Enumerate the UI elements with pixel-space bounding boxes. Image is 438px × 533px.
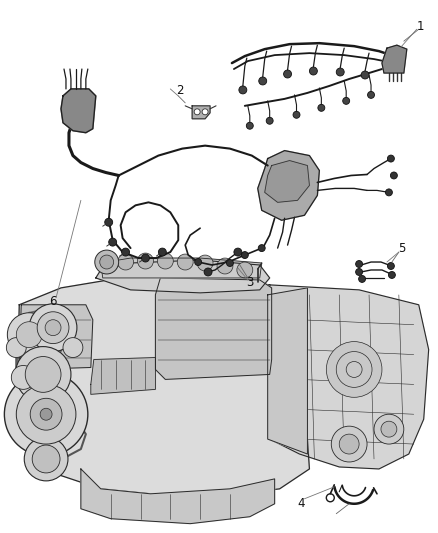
Polygon shape <box>265 160 309 203</box>
Circle shape <box>25 357 61 392</box>
Circle shape <box>361 71 369 79</box>
Polygon shape <box>268 285 429 469</box>
Circle shape <box>388 263 394 270</box>
Circle shape <box>194 259 201 265</box>
Circle shape <box>100 255 114 269</box>
Circle shape <box>385 189 392 196</box>
Circle shape <box>246 122 253 129</box>
Circle shape <box>239 86 247 94</box>
Circle shape <box>331 426 367 462</box>
Circle shape <box>359 276 366 282</box>
Circle shape <box>226 260 233 266</box>
Circle shape <box>30 398 62 430</box>
Polygon shape <box>101 258 262 278</box>
Polygon shape <box>155 278 272 379</box>
Circle shape <box>16 322 42 348</box>
Circle shape <box>98 257 114 273</box>
Circle shape <box>11 366 35 389</box>
Circle shape <box>105 218 113 226</box>
Circle shape <box>194 109 200 115</box>
Circle shape <box>241 252 248 259</box>
Circle shape <box>339 434 359 454</box>
Polygon shape <box>192 106 210 119</box>
Polygon shape <box>19 305 93 369</box>
Circle shape <box>217 258 233 274</box>
Circle shape <box>15 346 71 402</box>
Circle shape <box>234 248 242 256</box>
Circle shape <box>237 262 253 278</box>
Circle shape <box>157 253 173 269</box>
Polygon shape <box>96 260 270 293</box>
Circle shape <box>4 373 88 456</box>
Text: 5: 5 <box>398 241 406 255</box>
Text: 6: 6 <box>49 295 57 308</box>
Circle shape <box>159 248 166 256</box>
Circle shape <box>40 408 52 420</box>
Circle shape <box>388 155 394 162</box>
Circle shape <box>356 261 363 268</box>
Circle shape <box>336 352 372 387</box>
Text: 3: 3 <box>246 277 254 289</box>
Circle shape <box>374 414 404 444</box>
Circle shape <box>16 384 76 444</box>
Circle shape <box>381 421 397 437</box>
Circle shape <box>259 77 267 85</box>
Circle shape <box>283 70 292 78</box>
Text: 2: 2 <box>177 84 184 98</box>
Polygon shape <box>91 358 155 394</box>
Circle shape <box>141 254 149 262</box>
Circle shape <box>318 104 325 111</box>
Circle shape <box>24 437 68 481</box>
Circle shape <box>109 238 117 246</box>
Polygon shape <box>61 89 96 133</box>
Circle shape <box>309 67 318 75</box>
Polygon shape <box>382 45 407 73</box>
Circle shape <box>336 68 344 76</box>
Circle shape <box>138 253 153 269</box>
Circle shape <box>367 92 374 99</box>
Circle shape <box>390 172 397 179</box>
Circle shape <box>95 250 119 274</box>
Circle shape <box>32 445 60 473</box>
Circle shape <box>7 337 26 358</box>
Circle shape <box>29 304 77 352</box>
Circle shape <box>118 254 134 270</box>
Polygon shape <box>16 275 309 499</box>
Circle shape <box>197 255 213 271</box>
Circle shape <box>266 117 273 124</box>
Polygon shape <box>258 151 319 220</box>
Circle shape <box>202 109 208 115</box>
Text: 1: 1 <box>417 20 424 33</box>
Circle shape <box>389 271 396 278</box>
Circle shape <box>122 248 130 256</box>
Circle shape <box>258 245 265 252</box>
Polygon shape <box>81 469 275 523</box>
Circle shape <box>37 312 69 344</box>
Circle shape <box>326 342 382 397</box>
Circle shape <box>204 268 212 276</box>
Polygon shape <box>268 288 307 454</box>
Circle shape <box>356 269 363 276</box>
Circle shape <box>45 320 61 336</box>
Circle shape <box>293 111 300 118</box>
Circle shape <box>343 98 350 104</box>
Circle shape <box>7 313 51 357</box>
Circle shape <box>346 361 362 377</box>
Text: 4: 4 <box>298 497 305 510</box>
Circle shape <box>63 337 83 358</box>
Circle shape <box>177 254 193 270</box>
